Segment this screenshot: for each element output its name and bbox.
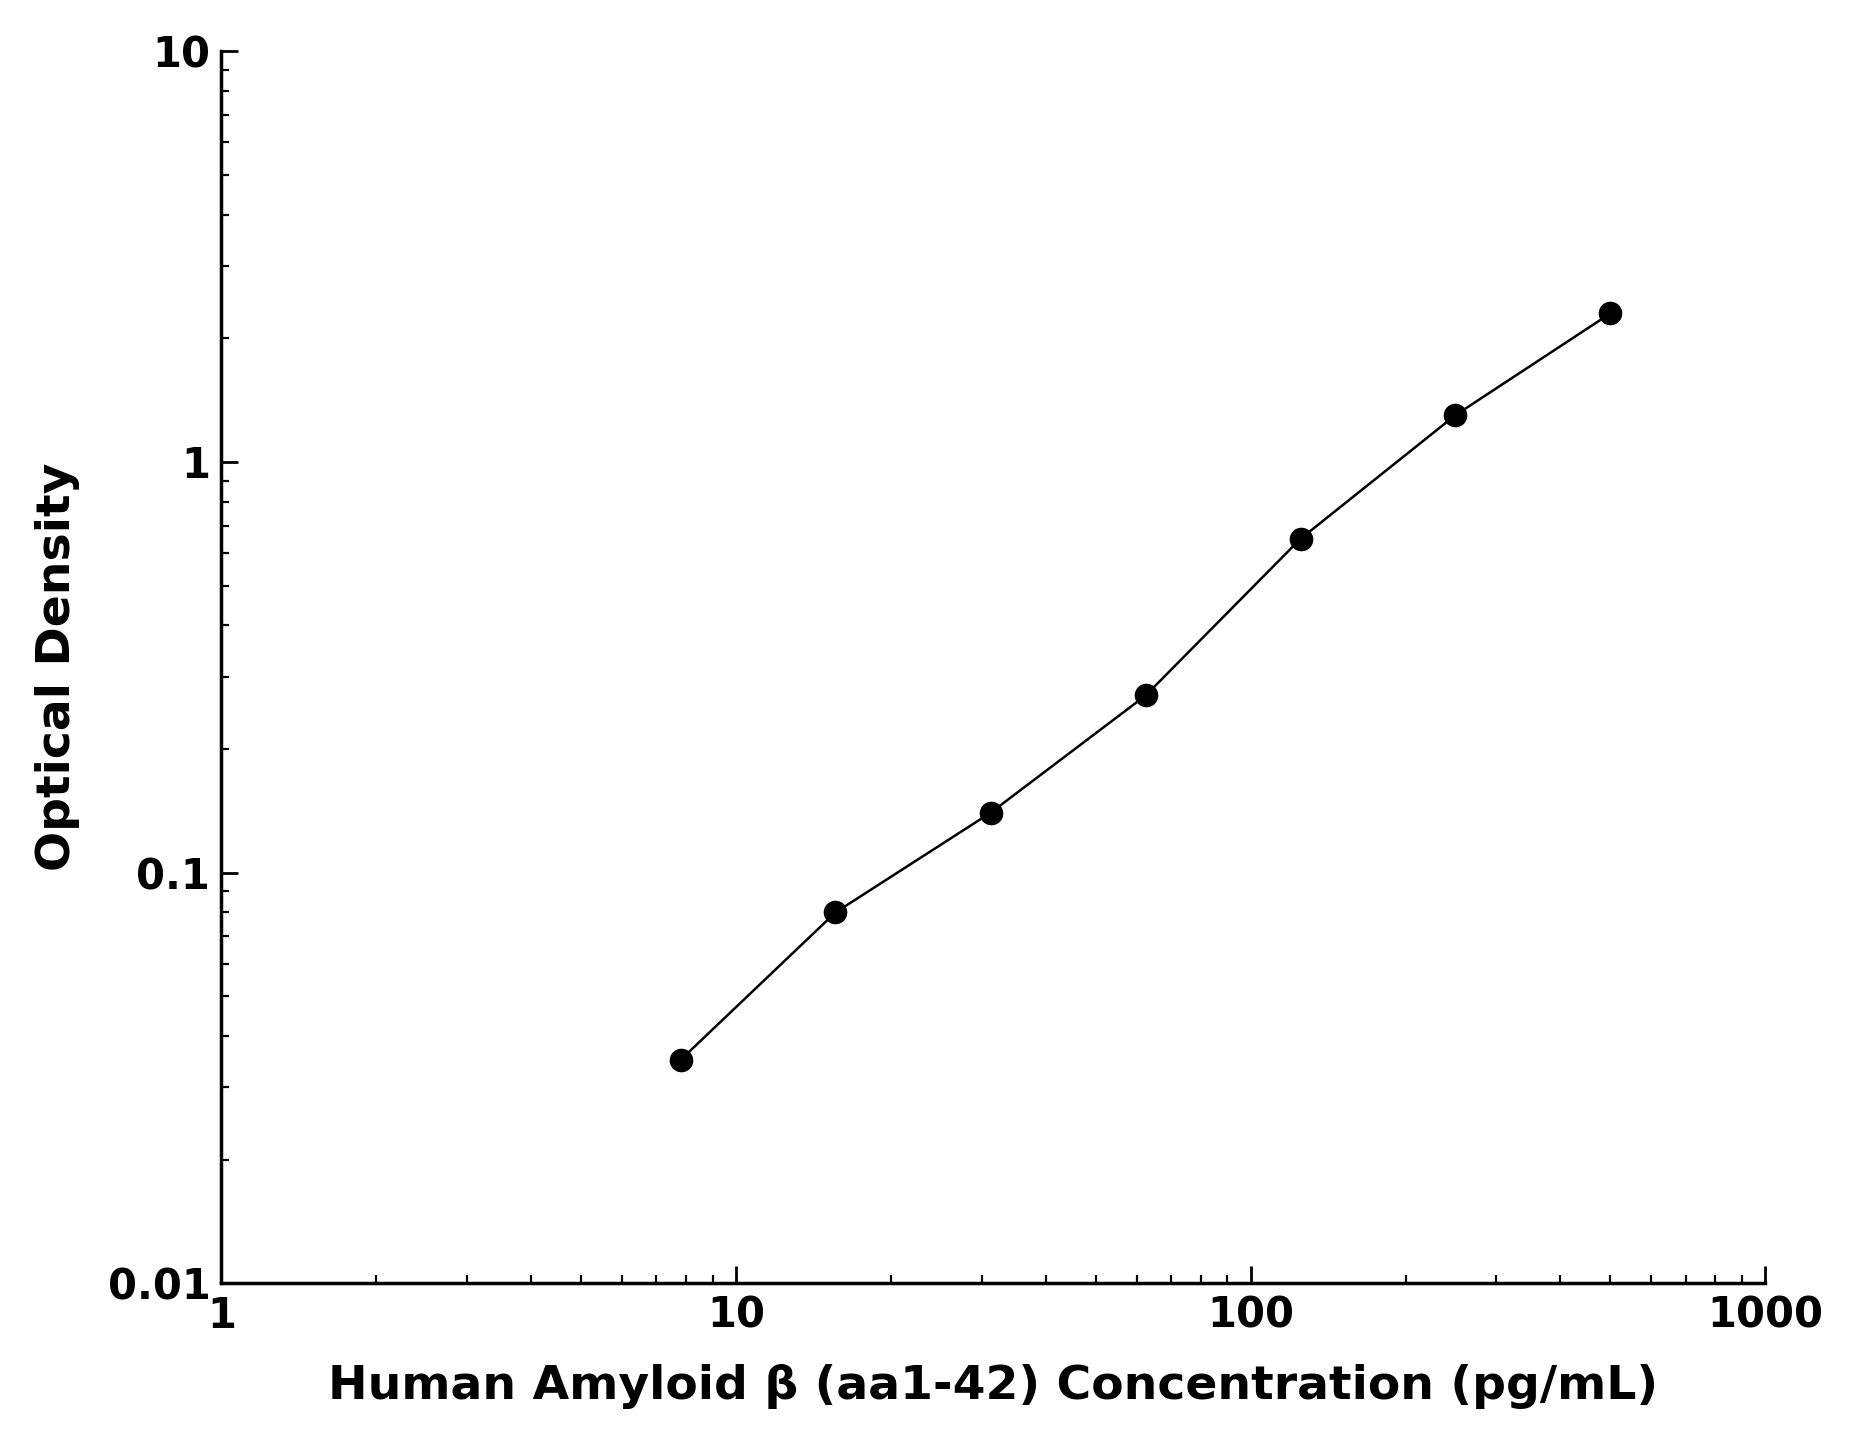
X-axis label: Human Amyloid β (aa1-42) Concentration (pg/mL): Human Amyloid β (aa1-42) Concentration (… xyxy=(329,1365,1658,1409)
Y-axis label: Optical Density: Optical Density xyxy=(35,464,80,872)
